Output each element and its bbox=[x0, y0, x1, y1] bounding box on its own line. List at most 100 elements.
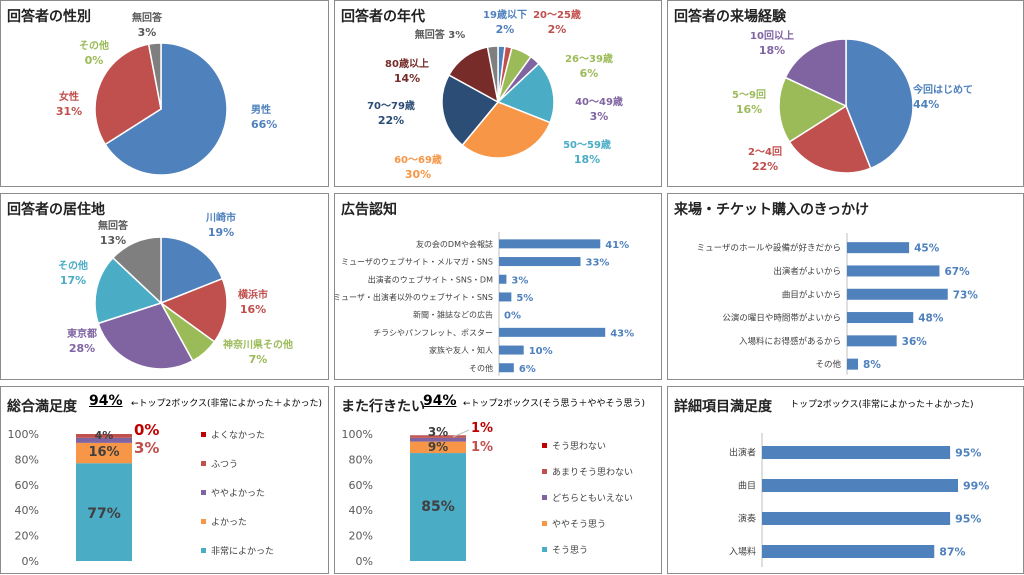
panel-title: 総合満足度 bbox=[7, 399, 77, 415]
pie-label: 東京都 bbox=[67, 327, 97, 340]
ad-bar-chart: 友の会のDMや会報誌 41% ミューザのウェブサイト・メルマガ・SNS 33% 出演者の… bbox=[333, 232, 634, 376]
panel-title: 来場・チケット購入のきっかけ bbox=[674, 202, 870, 218]
pie-slice bbox=[97, 302, 194, 370]
legend-swatch bbox=[201, 490, 206, 495]
pie-slice bbox=[441, 74, 500, 147]
legend-label: よかった bbox=[211, 517, 247, 528]
segment-value-label: 16% bbox=[88, 445, 119, 460]
pie-value-label: 18% bbox=[574, 153, 600, 166]
pie-slice bbox=[845, 38, 914, 170]
bar bbox=[499, 327, 606, 337]
pie-value-label: 16% bbox=[240, 303, 266, 316]
pie-label: 50～59歳 bbox=[563, 138, 611, 151]
pie-slice bbox=[496, 62, 555, 124]
pie-value-label: 31% bbox=[56, 105, 82, 118]
y-tick-label: 100% bbox=[342, 428, 373, 441]
panel-title: 回答者の年代 bbox=[341, 9, 425, 25]
bar bbox=[762, 446, 951, 459]
legend-label: ややそう思う bbox=[552, 519, 606, 530]
legend-label: どちらともいえない bbox=[552, 493, 633, 504]
again-stacked-chart: 0% 20% 40% 60% 80% 100% 85% 9%3% 1% 1% そう思わないあまりそう… bbox=[342, 421, 633, 568]
y-tick-label: 60% bbox=[349, 479, 373, 492]
y-tick-label: 20% bbox=[15, 530, 39, 543]
pie-label: 横浜市 bbox=[238, 288, 268, 301]
pie-value-label: 66% bbox=[251, 118, 277, 131]
y-tick-label: 40% bbox=[15, 504, 39, 517]
legend-swatch bbox=[542, 469, 547, 474]
top2-value: 94% bbox=[423, 393, 457, 409]
pie-label: 神奈川県その他 bbox=[223, 338, 293, 351]
stacked-segment bbox=[410, 453, 466, 561]
panel-visits: 回答者の来場経験 今回はじめて 44% 2～4回 22% 5～9回 16% 10回以上 18% bbox=[667, 0, 1024, 187]
pie-value-label: 28% bbox=[69, 342, 95, 355]
pie-label: 無回答 bbox=[98, 219, 129, 232]
bar-value-label: 5% bbox=[516, 293, 533, 304]
bar-value-label: 67% bbox=[944, 266, 970, 278]
segment-value-label: 77% bbox=[87, 506, 121, 522]
pie-label: 男性 bbox=[251, 103, 271, 116]
pie-value-label: 6% bbox=[580, 67, 599, 80]
segment-value-label: 0% bbox=[134, 421, 159, 439]
bar-value-label: 73% bbox=[953, 289, 979, 301]
legend-swatch bbox=[542, 443, 547, 448]
category-label: 公演の曜日や時間帯がよいから bbox=[722, 313, 841, 324]
panel-reason: 来場・チケット購入のきっかけ ミューザのホールや設備が好きだから 45% 出演者がよ… bbox=[667, 193, 1024, 380]
legend-swatch bbox=[542, 521, 547, 526]
panel-title: 詳細項目満足度 bbox=[674, 399, 772, 415]
pie-slice bbox=[461, 101, 552, 159]
panel-title: 回答者の来場経験 bbox=[674, 9, 786, 25]
bar bbox=[499, 257, 581, 267]
overall-stacked-chart: 0%20%40%60%80%100%77%16%4%3%0% よくなかったふつうや… bbox=[8, 421, 274, 568]
stacked-segment bbox=[76, 442, 132, 464]
bar bbox=[499, 363, 514, 373]
pie-slice bbox=[94, 256, 163, 325]
pie-value-label: 19% bbox=[208, 226, 234, 239]
pie-value-label: 2% bbox=[548, 23, 567, 36]
bar bbox=[847, 265, 940, 277]
category-label: ミューザのホールや設備が好きだから bbox=[697, 243, 841, 254]
pie-value-label: 7% bbox=[249, 353, 268, 366]
y-tick-label: 0% bbox=[356, 555, 373, 568]
pie-label: 川崎市 bbox=[205, 211, 236, 224]
stacked-segment bbox=[76, 434, 132, 438]
bar bbox=[847, 288, 948, 300]
stacked-segment bbox=[76, 463, 132, 561]
pie-value-label: 14% bbox=[394, 72, 420, 85]
pie-value-label: 22% bbox=[752, 160, 778, 173]
y-tick-label: 80% bbox=[349, 453, 373, 466]
pie-label: 19歳以下 bbox=[483, 8, 527, 21]
pie-slice bbox=[147, 42, 162, 110]
category-label: ミューザ・出演者以外のウェブサイト・SNS bbox=[333, 292, 493, 302]
bar bbox=[847, 312, 914, 324]
bar-value-label: 3% bbox=[511, 275, 528, 286]
stacked-segment bbox=[76, 437, 132, 443]
segment-value-label: 4% bbox=[95, 429, 114, 442]
pie-label: 今回はじめて bbox=[912, 83, 973, 96]
segment-value-label: 85% bbox=[421, 499, 455, 515]
bar-value-label: 45% bbox=[914, 243, 940, 255]
stacked-segment bbox=[410, 437, 466, 442]
y-tick-label: 40% bbox=[349, 504, 373, 517]
bar-value-label: 33% bbox=[586, 258, 610, 269]
pie-value-label: 13% bbox=[100, 234, 126, 247]
legend-label: あまりそう思わない bbox=[552, 467, 633, 478]
pie-slice bbox=[94, 43, 162, 146]
panel-detail: 詳細項目満足度 トップ2ボックス(非常によかった＋よかった) 出演者 95% 曲目 9… bbox=[667, 386, 1024, 574]
pie-value-label: 22% bbox=[378, 114, 404, 127]
y-tick-label: 100% bbox=[8, 428, 39, 441]
pie-slice bbox=[111, 236, 162, 305]
panel-ad: 広告認知 友の会のDMや会報誌 41% ミューザのウェブサイト・メルマガ・SNS 33… bbox=[333, 193, 662, 380]
panel-overall: 総合満足度 94% ←トップ2ボックス(非常によかった＋よかった) 0% 20% 4… bbox=[0, 386, 329, 574]
pie-label: 60～69歳 bbox=[394, 153, 442, 166]
bar-value-label: 95% bbox=[955, 513, 981, 526]
panel-age: 回答者の年代 19歳以下 2% 20～25歳 2% 26～39歳 6% 40～49歳 3% 50… bbox=[334, 0, 662, 187]
bar-value-label: 36% bbox=[902, 336, 928, 348]
leader-line bbox=[452, 429, 470, 438]
pie-value-label: 3% bbox=[590, 110, 609, 123]
category-label: その他 bbox=[815, 359, 841, 370]
panel-title: 広告認知 bbox=[341, 202, 397, 218]
pie-label: 70～79歳 bbox=[367, 99, 415, 112]
panel-residence: 回答者の居住地 川崎市 19% 横浜市 16% 神奈川県その他 7% 東京都 28% その他 17… bbox=[0, 193, 329, 380]
legend-swatch bbox=[542, 547, 547, 552]
pie-slice bbox=[784, 38, 847, 108]
